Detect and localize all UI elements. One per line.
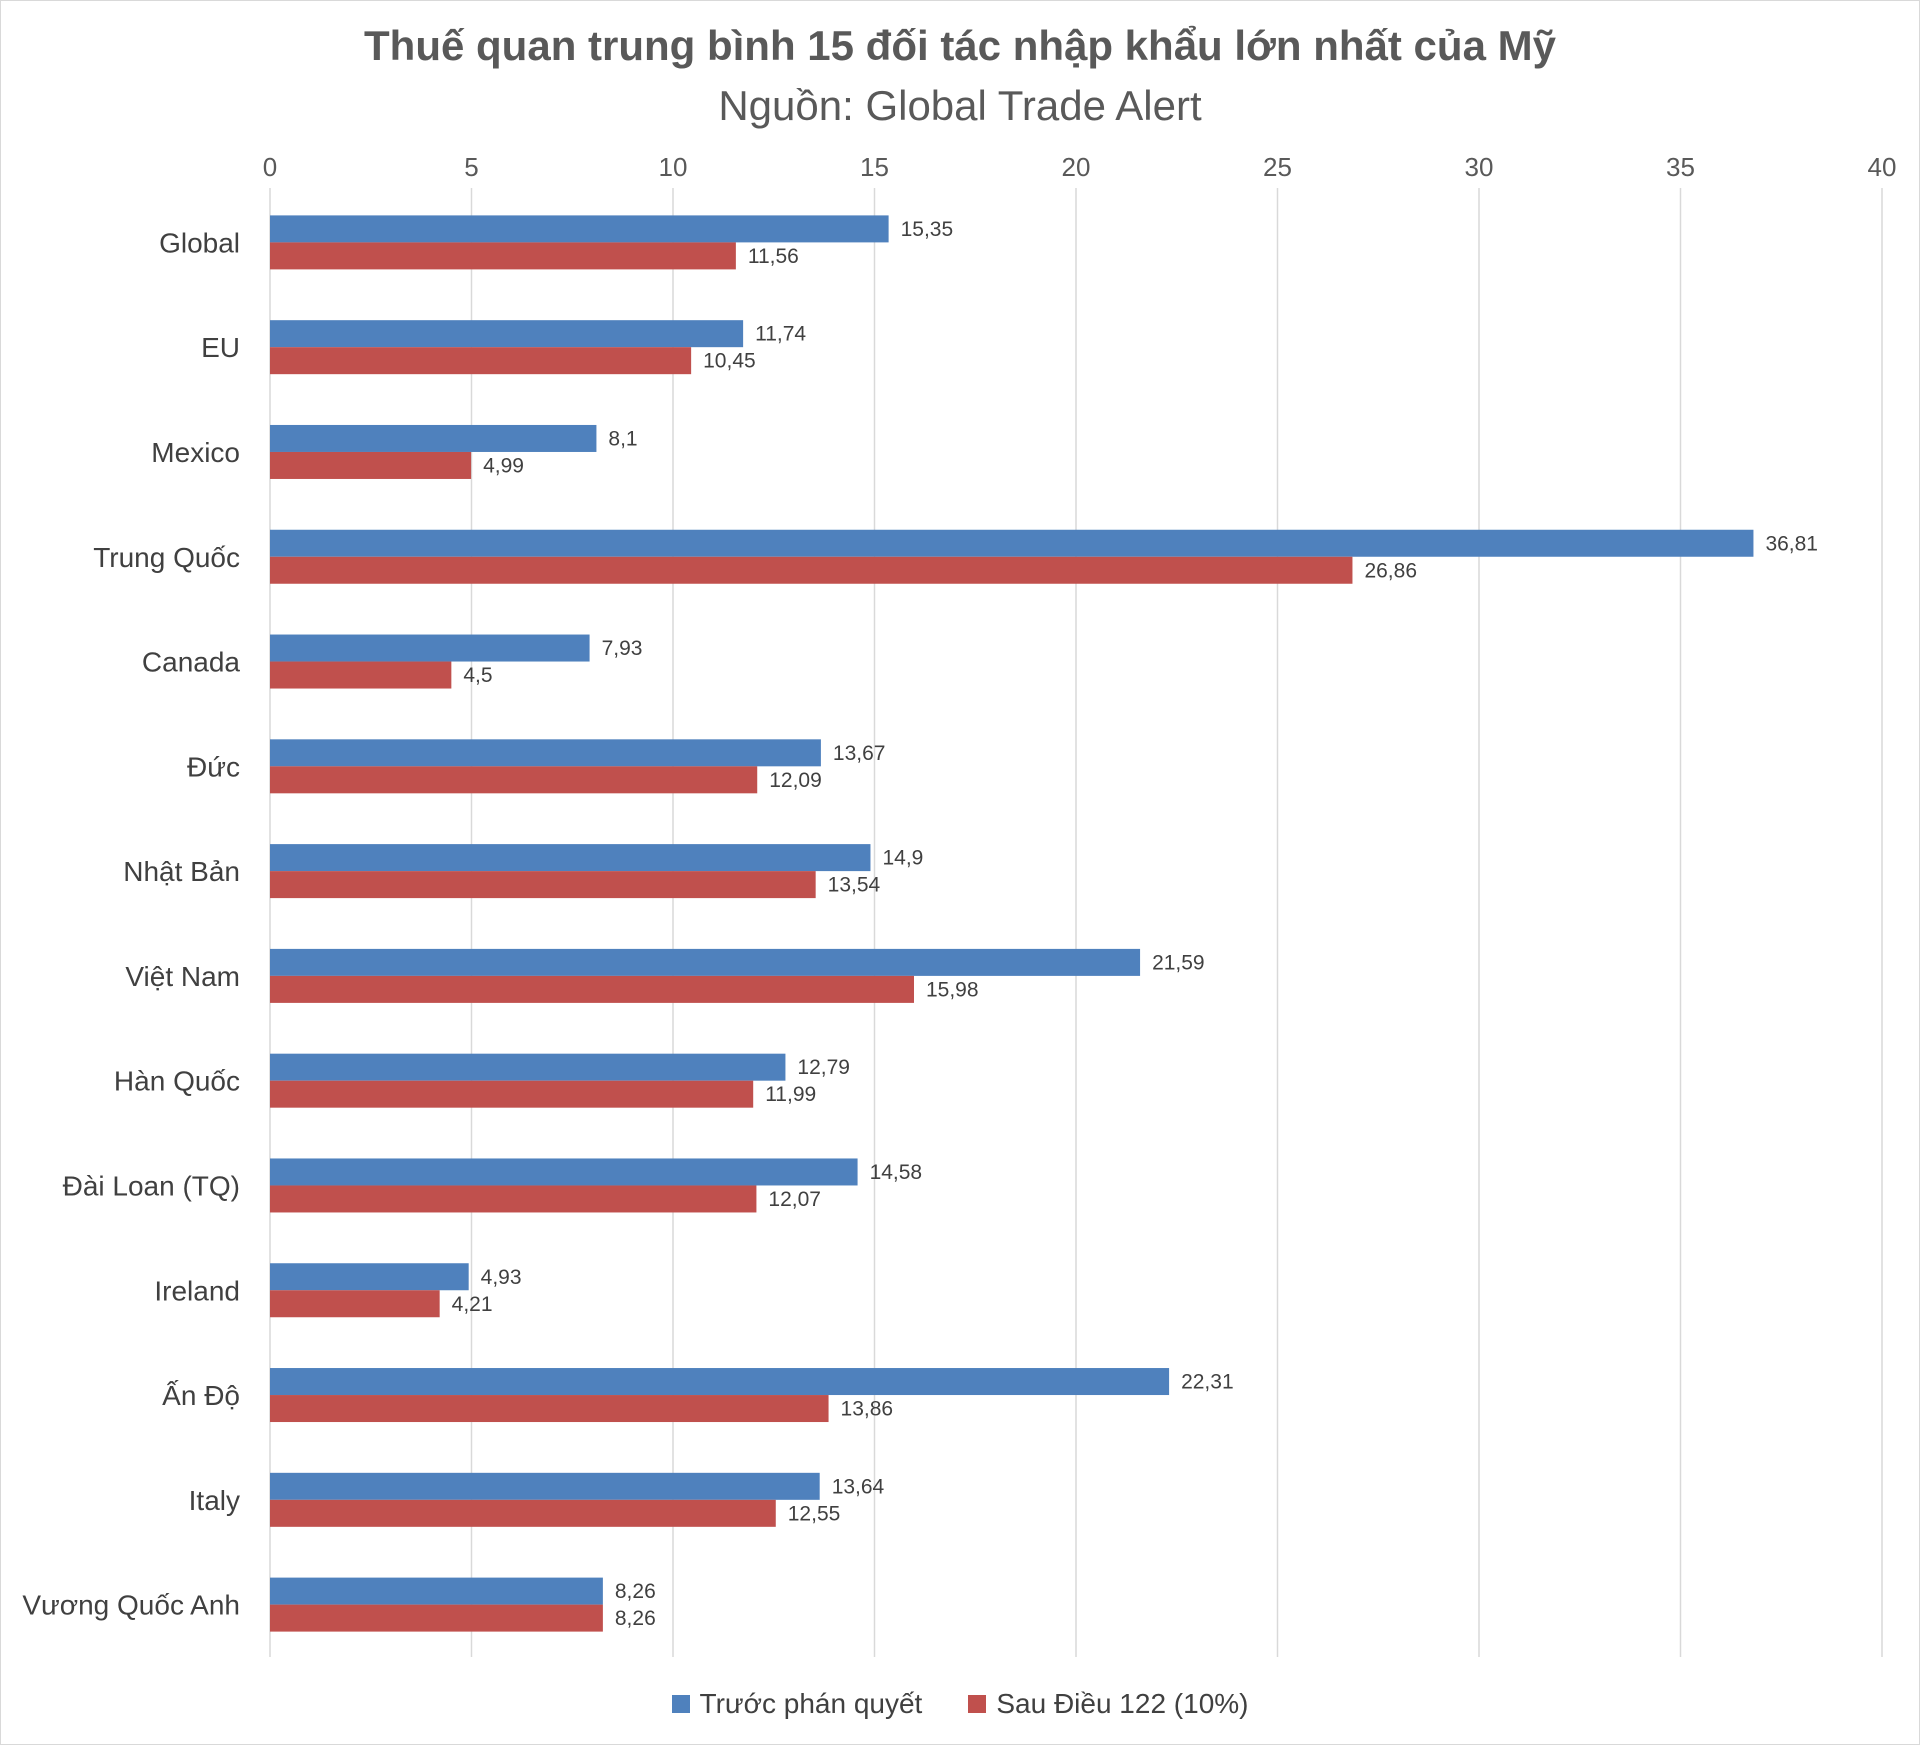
category-label: Canada [142, 647, 241, 678]
category-label: Việt Nam [125, 961, 240, 992]
category-label: Italy [189, 1485, 240, 1516]
bar-series-2 [270, 766, 758, 794]
data-label-series-2: 4,21 [452, 1293, 493, 1316]
bar-series-1 [270, 424, 597, 452]
data-label-series-1: 14,9 [882, 847, 923, 870]
bar-series-1 [270, 529, 1754, 557]
bar-series-2 [270, 556, 1353, 584]
data-label-series-2: 11,99 [765, 1083, 816, 1106]
x-tick-label: 35 [1666, 152, 1695, 182]
data-label-series-2: 12,07 [768, 1188, 821, 1211]
data-label-series-1: 11,74 [755, 323, 806, 346]
data-label-series-2: 8,26 [615, 1607, 656, 1630]
category-label: Hàn Quốc [114, 1066, 240, 1097]
category-label: Trung Quốc [93, 542, 240, 573]
bar-series-1 [270, 844, 871, 872]
data-label-series-1: 15,35 [901, 218, 954, 241]
bar-series-1 [270, 634, 590, 662]
data-label-series-2: 10,45 [703, 350, 756, 373]
bar-series-2 [270, 871, 816, 899]
x-tick-label: 10 [659, 152, 688, 182]
data-label-series-2: 12,55 [788, 1502, 841, 1525]
data-label-series-1: 14,58 [870, 1161, 923, 1184]
data-label-series-2: 12,09 [769, 769, 822, 792]
bar-series-2 [270, 661, 452, 689]
bar-series-2 [270, 451, 472, 479]
category-label: Global [159, 227, 240, 258]
category-label: Đức [187, 751, 240, 782]
x-tick-label: 25 [1263, 152, 1292, 182]
bar-series-1 [270, 1158, 858, 1186]
bar-series-1 [270, 320, 744, 348]
data-label-series-2: 11,56 [748, 245, 799, 268]
bar-series-1 [270, 1577, 603, 1605]
bar-series-2 [270, 1395, 829, 1423]
category-label: EU [201, 332, 240, 363]
bar-series-2 [270, 1604, 603, 1632]
bar-series-2 [270, 1185, 757, 1213]
x-tick-label: 30 [1465, 152, 1494, 182]
legend-label-series-2: Sau Điều 122 (10%) [996, 1688, 1249, 1719]
x-tick-label: 15 [860, 152, 889, 182]
data-label-series-1: 13,67 [833, 742, 886, 765]
data-label-series-1: 22,31 [1181, 1371, 1234, 1394]
data-label-series-1: 4,93 [481, 1266, 522, 1289]
category-label: Vương Quốc Anh [22, 1590, 240, 1621]
data-label-series-1: 12,79 [797, 1056, 850, 1079]
data-label-series-1: 13,64 [832, 1475, 885, 1498]
x-tick-label: 20 [1062, 152, 1091, 182]
data-label-series-2: 4,99 [483, 454, 524, 477]
bar-series-1 [270, 1053, 786, 1081]
bar-series-2 [270, 975, 914, 1003]
data-label-series-2: 13,54 [828, 874, 881, 897]
bar-series-1 [270, 739, 821, 767]
category-label: Ireland [154, 1275, 240, 1306]
data-label-series-2: 15,98 [926, 978, 979, 1001]
chart-subtitle: Nguồn: Global Trade Alert [718, 82, 1202, 129]
x-tick-label: 0 [263, 152, 277, 182]
bar-series-2 [270, 347, 692, 375]
data-label-series-1: 21,59 [1152, 951, 1205, 974]
category-label: Đài Loan (TQ) [63, 1170, 240, 1201]
data-label-series-1: 8,26 [615, 1580, 656, 1603]
legend-item-series-2: Sau Điều 122 (10%) [968, 1688, 1249, 1720]
legend-swatch-series-2 [968, 1695, 987, 1713]
legend-swatch-series-1 [671, 1695, 690, 1713]
data-label-series-1: 7,93 [602, 637, 643, 660]
bar-series-1 [270, 1263, 469, 1291]
legend-label-series-1: Trước phán quyết [699, 1688, 923, 1719]
bar-series-2 [270, 1499, 776, 1527]
category-label: Mexico [151, 437, 240, 468]
data-label-series-1: 8,1 [608, 427, 637, 450]
bar-series-1 [270, 948, 1141, 976]
bar-series-2 [270, 242, 736, 270]
bar-series-2 [270, 1080, 754, 1108]
bar-series-2 [270, 1290, 440, 1318]
bar-series-1 [270, 1472, 820, 1500]
x-tick-label: 5 [464, 152, 478, 182]
data-label-series-2: 13,86 [841, 1398, 894, 1421]
legend-item-series-1: Trước phán quyết [671, 1688, 923, 1720]
bar-series-1 [270, 215, 889, 243]
data-label-series-1: 36,81 [1765, 532, 1818, 555]
data-label-series-2: 26,86 [1364, 559, 1417, 582]
chart-title: Thuế quan trung bình 15 đối tác nhập khẩ… [364, 22, 1556, 69]
category-label: Nhật Bản [123, 856, 240, 887]
category-label: Ấn Độ [162, 1380, 240, 1411]
bar-series-1 [270, 1368, 1170, 1396]
data-label-series-2: 4,5 [463, 664, 492, 687]
x-tick-label: 40 [1868, 152, 1897, 182]
legend: Trước phán quyết Sau Điều 122 (10%) [0, 1688, 1920, 1720]
